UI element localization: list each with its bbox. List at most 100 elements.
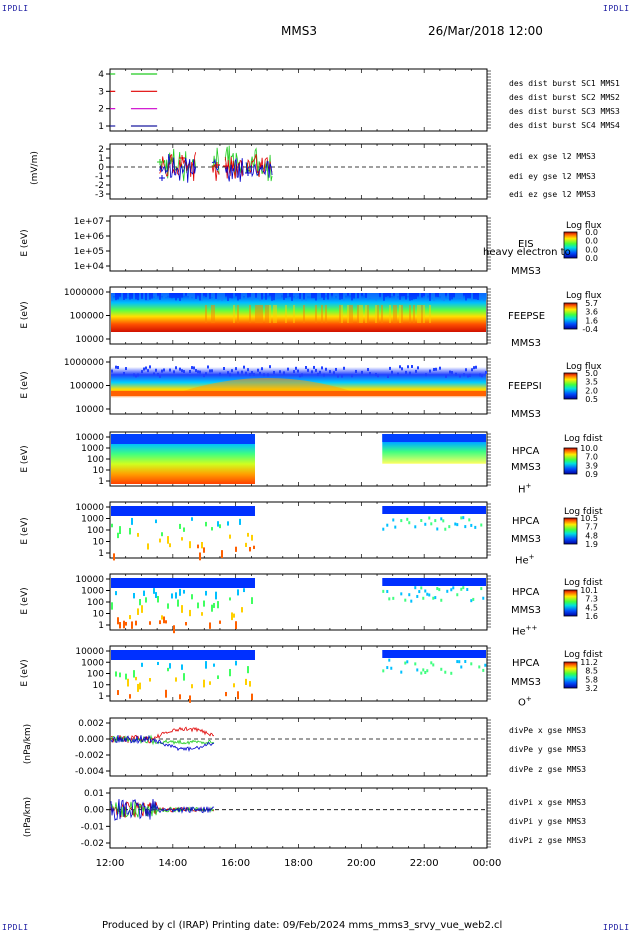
p5-speckle: [315, 368, 317, 372]
p4-texture: [321, 305, 323, 323]
p7-speckle: [229, 534, 231, 539]
p7-speckle: [189, 541, 191, 549]
p4-texture: [363, 293, 365, 296]
p2-legend-3: edi ez gse l2 MMS3: [509, 190, 596, 199]
p4-texture: [397, 293, 399, 297]
p8-speckle: [470, 599, 473, 603]
p5-speckle: [269, 365, 271, 369]
p4-texture: [243, 293, 245, 297]
p2-trace-1-2: [211, 158, 220, 172]
p4-texture: [257, 293, 259, 298]
p9-speckle: [482, 668, 485, 672]
p7-speckle: [119, 526, 121, 535]
p4-texture: [131, 293, 133, 299]
p8-speckle: [237, 589, 239, 596]
p2-ytick-label-2: 0: [98, 163, 104, 173]
p5-speckle: [429, 369, 431, 373]
p4-texture: [129, 293, 131, 300]
p7-cbar-tick-3: 1.9: [585, 540, 598, 549]
p4-texture: [365, 305, 367, 323]
p6-cbar-tick-3: 0.9: [585, 470, 598, 479]
p9-instrument: HPCA: [512, 658, 540, 669]
p7-ytick-label-0: 10000: [75, 503, 104, 513]
p5-speckle: [279, 370, 281, 374]
p4-texture: [251, 293, 253, 301]
p4-texture: [411, 293, 413, 301]
p3-cbar-tick-2: 0.0: [585, 245, 598, 254]
p4-texture: [361, 293, 363, 296]
p9-speckle: [183, 673, 185, 681]
p4-texture: [137, 293, 139, 301]
p7-speckle: [183, 527, 185, 532]
p8-speckle: [466, 588, 469, 592]
p7-speckle: [414, 525, 417, 529]
p9-speckle: [217, 675, 219, 679]
p4-texture: [135, 293, 137, 300]
p8-speckle: [175, 592, 177, 599]
p5-speckle: [149, 365, 151, 369]
p7-speckle: [434, 519, 437, 523]
p5-speckle: [407, 365, 409, 369]
p8-speckle: [428, 593, 431, 597]
p10-ytick-label-1: 0.000: [78, 735, 104, 745]
p7-speckle: [117, 532, 119, 539]
p4-texture: [367, 305, 369, 323]
p2-ytick-label-1: 1: [98, 154, 104, 164]
p5-speckle: [191, 366, 193, 370]
p6-cbar-title: Log fdist: [564, 434, 603, 444]
p4-texture: [383, 293, 385, 301]
p7-speckle: [239, 518, 241, 525]
p4-texture: [183, 293, 185, 296]
p9-ylabel: E (eV): [20, 659, 30, 687]
p4-texture: [331, 293, 333, 296]
p5-speckle: [305, 366, 307, 370]
p4-texture: [325, 293, 327, 296]
p4-texture: [181, 293, 183, 298]
p4-texture: [315, 293, 317, 301]
p4-texture: [261, 293, 263, 300]
p8-speckle: [137, 608, 139, 615]
p7-speckle: [249, 546, 251, 552]
p8-sc: MMS3: [511, 605, 541, 616]
p1-legend-3: des dist burst SC3 MMS3: [509, 107, 620, 116]
p5-speckle: [169, 368, 171, 372]
p8-speckle: [408, 593, 411, 597]
p4-texture: [483, 293, 485, 301]
p4-texture: [359, 305, 361, 323]
p4-texture: [365, 293, 367, 298]
p5-speckle: [467, 374, 469, 378]
p4-texture: [339, 293, 341, 300]
p4-texture: [309, 293, 311, 297]
p4-texture: [421, 305, 423, 323]
p5-speckle: [135, 374, 137, 378]
p5-speckle: [405, 370, 407, 374]
p4-texture: [187, 293, 189, 297]
p9-top-band-right: [382, 650, 486, 658]
p10-trace-1: [110, 734, 215, 746]
p6-instrument: HPCA: [512, 446, 540, 457]
p8-speckle: [181, 605, 183, 613]
p4-texture: [165, 293, 167, 298]
p4-texture: [267, 293, 269, 296]
p4-texture: [339, 305, 341, 323]
p4-texture: [333, 293, 335, 299]
p8-speckle: [213, 603, 215, 608]
p9-speckle: [450, 671, 453, 675]
p5-speckle: [329, 370, 331, 374]
p9-speckle: [424, 671, 427, 675]
p2-marker-1: [159, 175, 165, 181]
p4-texture: [265, 305, 267, 323]
p8-speckle: [111, 602, 113, 610]
p9-speckle: [406, 660, 409, 664]
p7-speckle: [221, 550, 223, 559]
p5-speckle: [313, 365, 315, 369]
p9-speckle: [456, 660, 459, 664]
p5-speckle: [335, 367, 337, 371]
p5-speckle: [377, 374, 379, 378]
p8-speckle: [171, 593, 173, 599]
p5-speckle: [251, 371, 253, 375]
p9-ytick-label-2: 100: [87, 670, 104, 680]
p7-speckle: [169, 543, 171, 548]
x-tick-label-5: 22:00: [410, 858, 439, 869]
p2-ytick-label-4: -2: [95, 181, 104, 191]
